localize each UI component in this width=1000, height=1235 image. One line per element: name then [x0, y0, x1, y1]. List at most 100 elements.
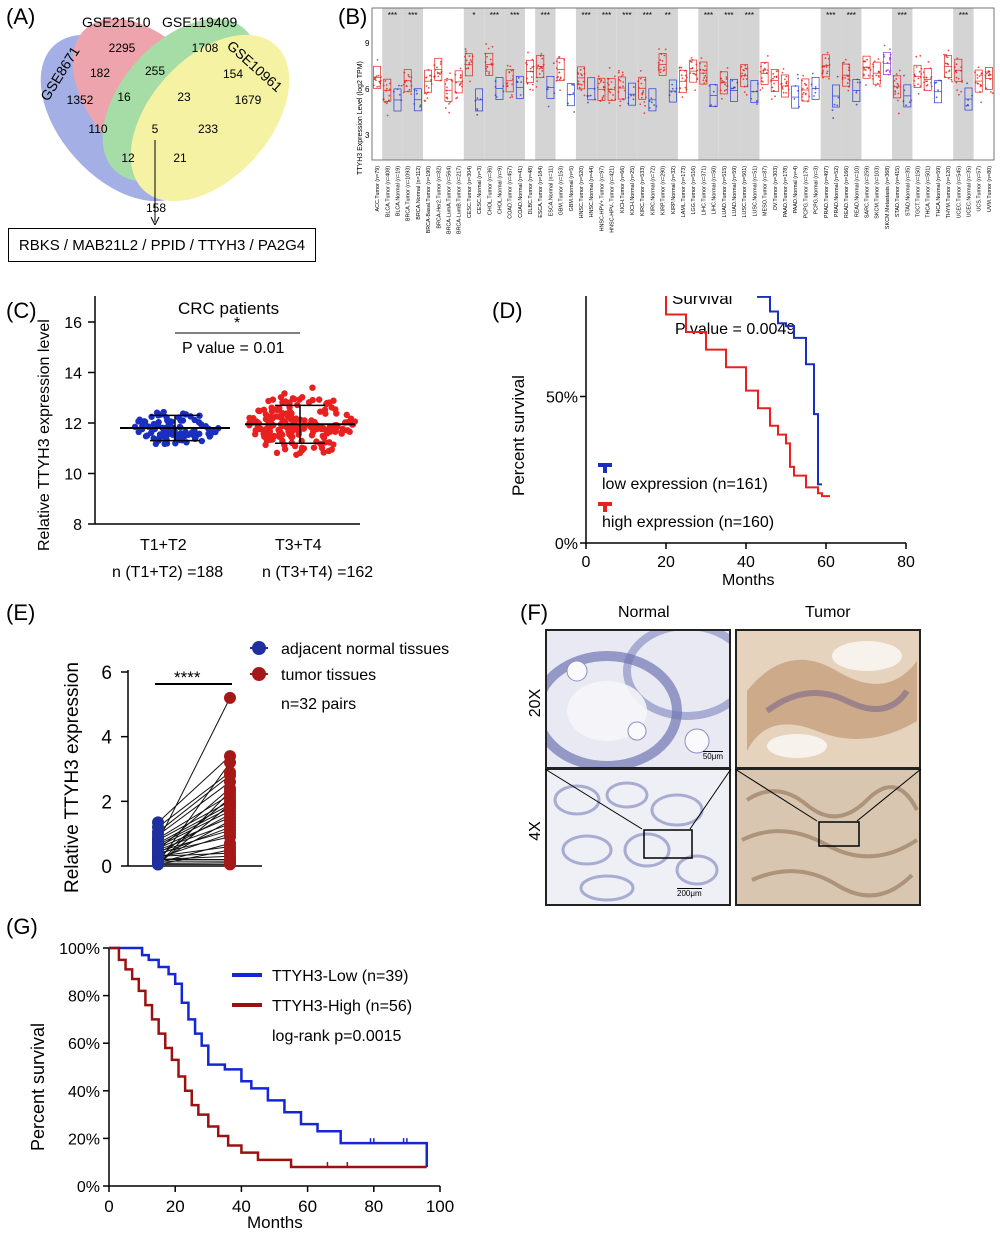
- sample-point: [621, 71, 624, 74]
- sample-point: [773, 89, 775, 92]
- sample-point: [773, 82, 775, 85]
- tumor-point: [224, 798, 236, 811]
- significance-mark: ***: [724, 11, 733, 20]
- sample-point: [639, 103, 642, 106]
- category-label: THYM.Tumor (n=120): [946, 166, 952, 219]
- axis-label-y: Percent survival: [509, 375, 528, 496]
- y-tick-label: 10: [64, 467, 82, 484]
- panel-g: (G) Percent survival Months TTYH3-Low (n…: [0, 906, 520, 1235]
- sample-point: [622, 85, 624, 88]
- sample-point: [862, 73, 865, 76]
- sample-point: [745, 67, 748, 70]
- sample-point: [610, 81, 613, 83]
- box: [393, 88, 402, 112]
- row-label-20x: 20X: [527, 688, 545, 718]
- sample-point: [309, 384, 316, 391]
- sample-point: [764, 68, 767, 71]
- sample-point: [426, 97, 429, 99]
- sample-point: [476, 108, 478, 110]
- sample-point: [691, 67, 694, 69]
- sample-point: [608, 90, 611, 93]
- sample-point: [897, 84, 900, 87]
- sample-point: [460, 76, 462, 79]
- sample-point: [874, 84, 877, 87]
- sample-point: [733, 86, 736, 89]
- sample-point: [267, 413, 274, 420]
- sample-point: [988, 74, 991, 77]
- significance-mark: ***: [622, 11, 631, 20]
- y-tick-label: 0%: [77, 1179, 100, 1196]
- x-tick-label: 20: [657, 554, 675, 571]
- pair-line: [157, 810, 231, 848]
- sample-point: [955, 81, 958, 84]
- sample-point: [526, 82, 529, 85]
- sample-point: [510, 94, 513, 96]
- sample-point: [185, 431, 192, 438]
- sample-point: [724, 83, 727, 86]
- sample-point: [470, 60, 473, 63]
- x-tick-label: 0: [582, 554, 591, 571]
- sample-point: [540, 53, 543, 55]
- venn-count: 2295: [109, 41, 136, 55]
- sample-point: [721, 79, 724, 82]
- sample-point: [888, 71, 891, 73]
- sample-point: [612, 94, 614, 96]
- y-tick-label: 2: [101, 792, 112, 813]
- venn-count: 158: [146, 201, 166, 215]
- sample-point: [896, 82, 899, 85]
- sample-point: [251, 431, 259, 438]
- category-label: BRCA-LumB.Tumor (n=217): [457, 166, 463, 234]
- sample-point: [781, 88, 784, 90]
- sample-point: [449, 72, 451, 75]
- panel-c-label: (C): [6, 298, 37, 323]
- sample-point: [690, 56, 693, 59]
- x-tick-label: 80: [897, 554, 915, 571]
- survival-curve-low: [757, 296, 822, 486]
- sample-point: [589, 94, 592, 97]
- sample-point: [822, 69, 825, 72]
- category-label: KICH.Tumor (n=66): [620, 166, 626, 213]
- sample-point: [681, 96, 684, 99]
- sample-point: [400, 84, 403, 87]
- sample-point: [602, 95, 605, 97]
- significance-mark: ***: [408, 11, 417, 20]
- y-tick-label: 20%: [68, 1131, 100, 1148]
- sample-point: [925, 80, 927, 83]
- sample-point: [621, 73, 624, 76]
- category-label: LUAD.Normal (n=59): [732, 166, 738, 217]
- sample-point: [805, 84, 807, 86]
- sample-point: [744, 73, 747, 76]
- sample-point: [333, 410, 340, 417]
- sample-point: [439, 60, 442, 63]
- significance-band: [575, 8, 597, 160]
- sample-point: [712, 90, 715, 93]
- sample-point: [661, 59, 664, 62]
- sample-point: [509, 96, 512, 99]
- sample-point: [136, 416, 143, 423]
- sample-point: [966, 82, 968, 85]
- sample-point: [991, 92, 994, 95]
- sample-point: [488, 71, 490, 73]
- sample-point: [506, 64, 509, 67]
- sample-point: [957, 93, 960, 96]
- category-label: SKCM.Metastasis (n=368): [885, 166, 891, 229]
- sample-point: [175, 431, 182, 438]
- row-label-4x: 4X: [526, 821, 544, 841]
- sample-point: [255, 407, 262, 414]
- sample-point: [694, 73, 697, 76]
- sample-point: [785, 91, 787, 94]
- sample-point: [678, 66, 681, 69]
- venn-count: 154: [223, 67, 243, 81]
- sample-point: [445, 79, 448, 82]
- pair-line: [157, 855, 231, 861]
- sample-point: [740, 65, 743, 68]
- sample-point: [323, 399, 331, 407]
- sample-point: [894, 90, 896, 92]
- sample-point: [671, 87, 674, 90]
- category-label: READ.Normal (n=10): [854, 166, 860, 217]
- axis-label-x: Months: [722, 572, 774, 589]
- sample-point: [632, 98, 635, 101]
- significance-band: [596, 8, 617, 160]
- sample-point: [985, 87, 988, 90]
- sample-point: [527, 51, 529, 54]
